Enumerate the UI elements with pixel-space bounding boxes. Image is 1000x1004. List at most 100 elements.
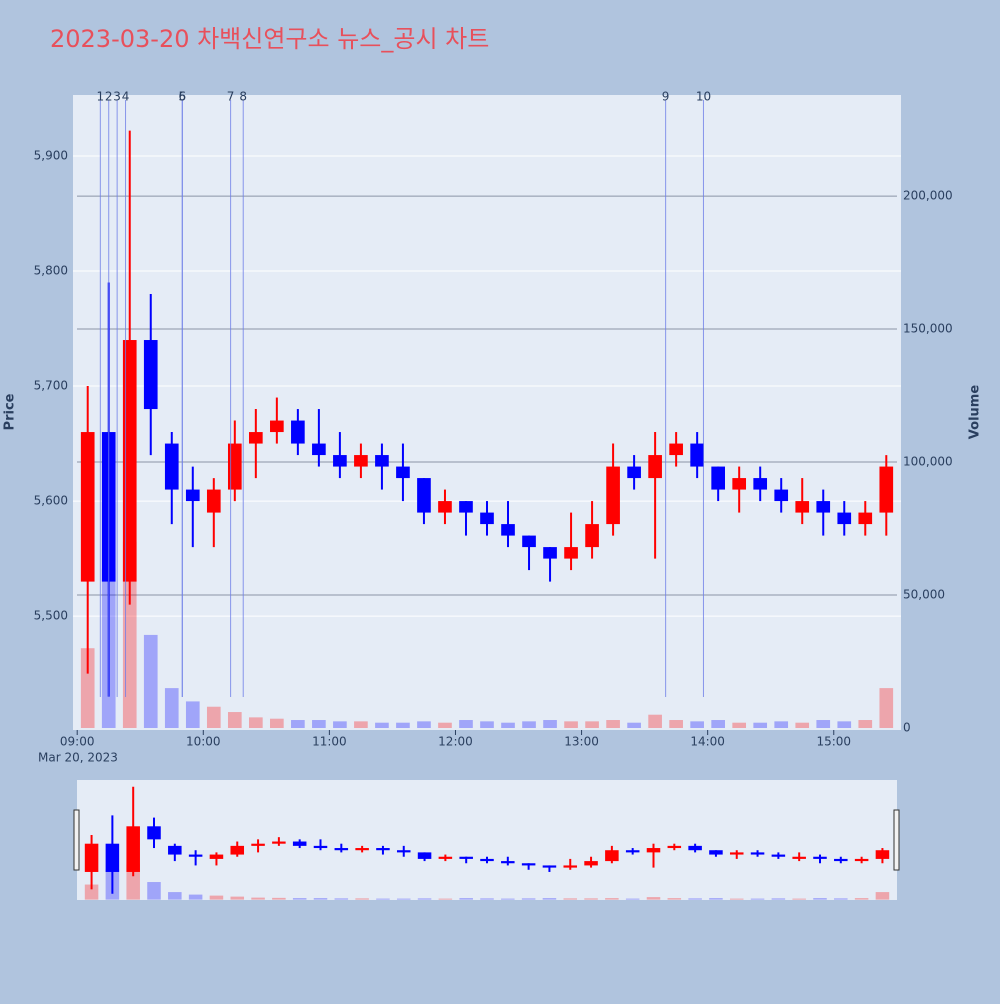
volume-bar [459,720,473,729]
candle-body [84,843,99,872]
candle-body [834,858,848,862]
volume-bar [648,714,662,729]
candle-body [230,845,245,855]
volume-bar [126,864,140,900]
candle-body [438,856,453,859]
y2-tick-label: 150,000 [903,322,953,336]
volume-bar [646,897,661,900]
event-label: 2 [105,90,113,104]
volume-bar [396,722,410,729]
volume-bar [270,718,284,729]
volume-bar [834,898,848,900]
candle-body [605,850,619,862]
candle-body [354,455,368,467]
x-tick-label: 11:00 [312,735,347,749]
volume-bar [585,721,599,729]
candle-body [227,443,242,490]
candle-body [753,478,768,490]
candle-body [669,443,683,456]
y2-axis-title: Volume [968,385,983,440]
event-label: 4 [122,90,130,104]
volume-bar [84,884,99,900]
volume-bar [249,717,263,729]
volume-bar [606,720,620,729]
range-slider[interactable] [77,780,897,900]
slider-handle[interactable] [73,809,80,871]
candle-body [858,512,873,525]
x-tick-label: 13:00 [564,735,599,749]
volume-bar [753,722,768,729]
volume-bar [291,720,305,729]
volume-bar [858,720,873,729]
volume-bar [188,894,203,900]
candle-body [606,466,620,525]
candle-body [816,501,831,513]
candle-body [291,420,305,444]
x-tick-label: 14:00 [690,735,725,749]
candle-body [480,858,494,862]
candle-body [501,524,515,536]
candle-body [795,501,810,513]
volume-bar [627,722,641,729]
volume-bar [813,898,827,900]
slider-handle[interactable] [893,809,900,871]
volume-bar [795,722,810,729]
volume-bar [792,898,806,900]
y-axis-title: Price [3,393,18,430]
volume-bar [816,720,831,729]
volume-bar [313,898,328,900]
candle-body [417,852,432,859]
volume-bar [227,712,242,729]
candle-body [854,858,869,862]
volume-bar [147,882,161,900]
volume-bar [667,898,682,900]
volume-bar [417,721,431,729]
candle-body [709,850,723,855]
candle-body [521,863,536,866]
candle-body [564,547,578,559]
candle-body [396,466,410,479]
candle-body [771,854,786,857]
x-tick-label: 09:00 [60,735,95,749]
candle-body [105,843,120,872]
candle-body [522,535,536,548]
chart-title: 2023-03-20 차백신연구소 뉴스_공시 차트 [50,25,489,53]
candle-body [249,432,263,444]
volume-bar [230,896,245,900]
volume-bar [206,706,221,729]
y2-tick-label: 100,000 [903,455,953,469]
volume-bar [564,721,578,729]
volume-bar [80,648,95,729]
candle-body [732,478,747,490]
candle-body [729,852,744,855]
candle-body [312,443,326,456]
candle-body [272,841,286,844]
candle-body [667,845,682,849]
event-label: 1 [96,90,104,104]
volume-bar [334,898,349,900]
volume-bar [251,897,265,900]
volume-bar [688,898,702,900]
volume-bar [750,898,765,900]
y-tick-label: 5,900 [34,148,68,162]
candle-body [690,443,704,467]
volume-bar [563,898,578,900]
volume-bar [543,720,557,729]
volume-bar [605,898,619,900]
candle-body [542,865,557,868]
candle-body [333,455,347,467]
volume-bar [209,895,224,900]
volume-bar [501,898,515,900]
y-tick-label: 5,500 [34,609,68,623]
volume-bar [732,722,747,729]
candle-body [270,420,284,433]
candle-body [627,466,641,479]
candle-body [209,854,224,859]
candle-body [147,826,161,840]
x-tick-label: 15:00 [816,735,851,749]
candle-body [711,466,725,490]
y2-tick-label: 0 [903,721,911,735]
y-tick-label: 5,800 [34,264,68,278]
volume-bar [480,898,494,900]
volume-bar [333,721,347,729]
